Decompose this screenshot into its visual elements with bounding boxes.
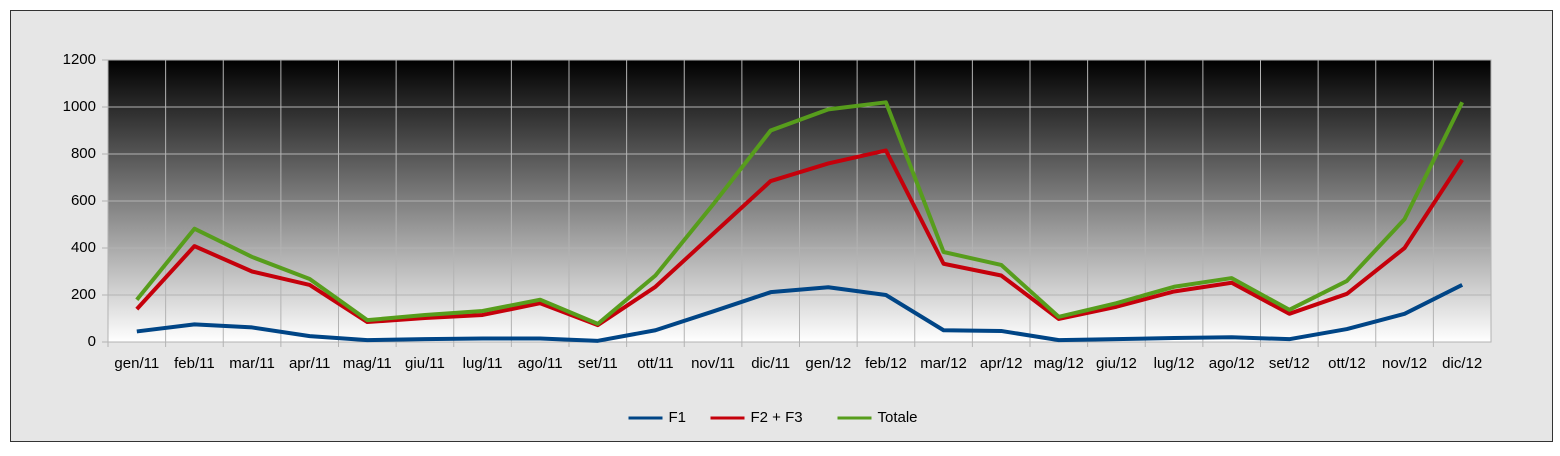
y-tick-label: 1000 [63, 98, 96, 115]
x-tick-label: mar/11 [229, 355, 275, 372]
y-tick-label: 600 [71, 192, 96, 209]
x-tick-label: set/11 [578, 355, 618, 372]
x-tick-label: dic/11 [751, 355, 790, 372]
x-tick-label: nov/11 [691, 355, 735, 372]
y-tick-label: 800 [71, 145, 96, 162]
legend-label: F1 [669, 409, 687, 426]
x-tick-label: nov/12 [1382, 355, 1427, 372]
x-tick-label: apr/12 [980, 355, 1023, 372]
x-tick-label: set/12 [1269, 355, 1310, 372]
series-line [135, 148, 1464, 328]
x-tick-label: ago/11 [518, 355, 563, 372]
y-tick-label: 1200 [63, 51, 96, 68]
legend-label: Totale [878, 409, 918, 426]
x-tick-label: mag/11 [343, 355, 392, 372]
y-tick-label: 400 [71, 239, 96, 256]
y-tick-label: 0 [88, 333, 96, 350]
x-tick-label: apr/11 [289, 355, 330, 372]
x-tick-label: lug/12 [1154, 355, 1195, 372]
x-tick-label: mag/12 [1034, 355, 1084, 372]
x-tick-label: ott/11 [637, 355, 673, 372]
x-tick-label: giu/11 [405, 355, 445, 372]
x-tick-label: giu/12 [1096, 355, 1137, 372]
x-tick-label: mar/12 [920, 355, 967, 372]
x-tick-label: feb/11 [174, 355, 215, 372]
series-line [135, 100, 1464, 326]
x-tick-label: feb/12 [865, 355, 907, 372]
x-tick-label: gen/12 [805, 355, 851, 372]
legend-label: F2 + F3 [751, 409, 803, 426]
series-line [136, 283, 1464, 343]
x-tick-label: ago/12 [1209, 355, 1255, 372]
y-tick-label: 200 [71, 286, 96, 303]
x-tick-label: ott/12 [1328, 355, 1366, 372]
x-tick-label: lug/11 [463, 355, 503, 372]
x-tick-label: gen/11 [114, 355, 159, 372]
x-tick-label: dic/12 [1442, 355, 1482, 372]
